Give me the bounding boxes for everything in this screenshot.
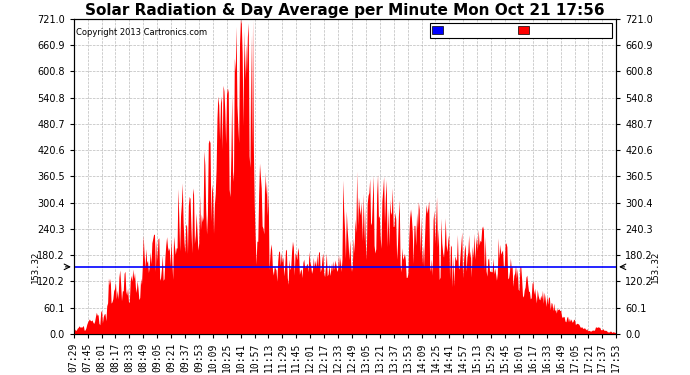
Title: Solar Radiation & Day Average per Minute Mon Oct 21 17:56: Solar Radiation & Day Average per Minute… [85, 3, 605, 18]
Text: Copyright 2013 Cartronics.com: Copyright 2013 Cartronics.com [77, 28, 208, 38]
Text: 153.32: 153.32 [30, 251, 39, 283]
Text: 153.32: 153.32 [651, 251, 660, 283]
Legend: Median (w/m2), Radiation (w/m2): Median (w/m2), Radiation (w/m2) [430, 24, 612, 38]
